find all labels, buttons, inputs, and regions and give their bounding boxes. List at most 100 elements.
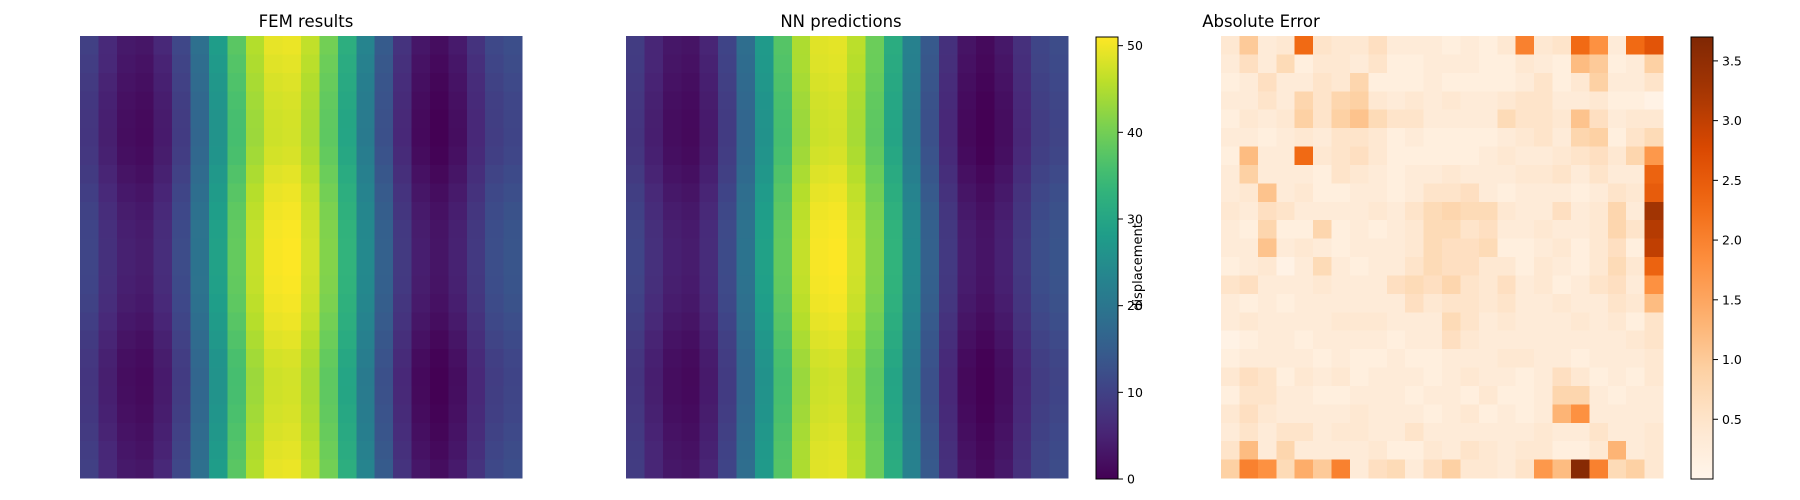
heatmap-cell	[1386, 349, 1406, 368]
heatmap-cell	[883, 275, 903, 295]
heatmap-cell	[172, 441, 191, 461]
heatmap-cell	[98, 349, 118, 368]
heatmap-cell	[626, 404, 645, 424]
heatmap-cell	[153, 349, 173, 368]
heatmap-cell	[190, 220, 210, 240]
heatmap-cell	[626, 72, 645, 92]
heatmap-cell	[429, 367, 449, 387]
heatmap-cell	[1239, 349, 1259, 368]
heatmap-cell	[1294, 459, 1314, 479]
heatmap-cell	[1626, 238, 1646, 258]
heatmap-cell	[699, 312, 719, 332]
heatmap-cell	[865, 91, 885, 111]
heatmap-cell	[135, 385, 155, 405]
heatmap-cell	[1049, 220, 1069, 240]
heatmap-cell	[736, 164, 756, 184]
heatmap-cell	[662, 293, 682, 313]
heatmap-cell	[1257, 201, 1277, 221]
heatmap-cell	[1313, 91, 1332, 111]
heatmap-cell	[957, 109, 977, 129]
heatmap-cell	[1570, 36, 1590, 55]
heatmap-cell	[429, 54, 449, 74]
heatmap-cell	[1534, 146, 1553, 166]
heatmap-cell	[1049, 91, 1069, 111]
heatmap-cell	[902, 109, 922, 129]
heatmap-cell	[172, 257, 191, 276]
heatmap-cell	[1221, 349, 1240, 368]
heatmap-cell	[1644, 385, 1664, 405]
heatmap-cell	[264, 72, 284, 92]
heatmap-cell	[208, 385, 228, 405]
heatmap-cell	[828, 146, 848, 166]
heatmap-cell	[190, 441, 210, 461]
heatmap-cell	[337, 91, 357, 111]
heatmap-cell	[773, 459, 793, 479]
heatmap-cell	[644, 36, 664, 55]
heatmap-cell	[98, 238, 118, 258]
heatmap-cell	[208, 312, 228, 332]
heatmap-cell	[80, 293, 99, 313]
heatmap-cell	[1626, 293, 1646, 313]
heatmap-cell	[1626, 183, 1646, 203]
fem-results-title: FEM results	[259, 12, 354, 31]
heatmap-cell	[245, 109, 265, 129]
heatmap-cell	[1478, 312, 1498, 332]
heatmap-cell	[1589, 349, 1609, 368]
heatmap-cell	[1239, 459, 1259, 479]
heatmap-cell	[80, 459, 99, 479]
heatmap-cell	[791, 349, 811, 368]
heatmap-cell	[1405, 109, 1425, 129]
heatmap-cell	[1534, 312, 1553, 332]
heatmap-cell	[411, 72, 431, 92]
heatmap-cell	[773, 220, 793, 240]
heatmap-cell	[736, 385, 756, 405]
heatmap-cell	[466, 330, 486, 350]
heatmap-cell	[699, 91, 719, 111]
heatmap-cell	[1497, 128, 1517, 147]
heatmap-cell	[1515, 385, 1535, 405]
heatmap-cell	[1589, 385, 1609, 405]
heatmap-cell	[356, 91, 376, 111]
heatmap-cell	[1031, 330, 1051, 350]
heatmap-cell	[1570, 72, 1590, 92]
heatmap-cell	[754, 349, 774, 368]
heatmap-cell	[1478, 220, 1498, 240]
heatmap-cell	[810, 349, 830, 368]
heatmap-cell	[773, 275, 793, 295]
heatmap-cell	[754, 293, 774, 313]
heatmap-cell	[264, 312, 284, 332]
heatmap-cell	[1257, 257, 1277, 276]
heatmap-cell	[865, 441, 885, 461]
heatmap-cell	[98, 257, 118, 276]
heatmap-cell	[1239, 422, 1259, 442]
heatmap-cell	[98, 128, 118, 147]
heatmap-cell	[503, 404, 523, 424]
heatmap-cell	[1552, 441, 1572, 461]
heatmap-cell	[411, 385, 431, 405]
heatmap-cell	[190, 201, 210, 221]
heatmap-cell	[644, 183, 664, 203]
heatmap-cell	[1423, 293, 1443, 313]
heatmap-cell	[1386, 36, 1406, 55]
heatmap-cell	[190, 422, 210, 442]
heatmap-cell	[153, 36, 173, 55]
heatmap-cell	[1552, 238, 1572, 258]
heatmap-cell	[1405, 459, 1425, 479]
heatmap-cell	[227, 238, 247, 258]
heatmap-cell	[1442, 441, 1461, 461]
heatmap-cell	[1276, 459, 1296, 479]
heatmap-cell	[1460, 385, 1480, 405]
heatmap-cell	[1368, 109, 1388, 129]
heatmap-cell	[847, 257, 866, 276]
heatmap-cell	[773, 367, 793, 387]
heatmap-cell	[429, 183, 449, 203]
heatmap-cell	[1049, 422, 1069, 442]
heatmap-cell	[975, 257, 995, 276]
colorbar-tick-label: 3.0	[1722, 113, 1742, 128]
heatmap-cell	[1031, 201, 1051, 221]
heatmap-cell	[828, 54, 848, 74]
heatmap-cell	[1257, 330, 1277, 350]
heatmap-cell	[503, 293, 523, 313]
heatmap-cell	[319, 257, 339, 276]
heatmap-cell	[681, 128, 701, 147]
